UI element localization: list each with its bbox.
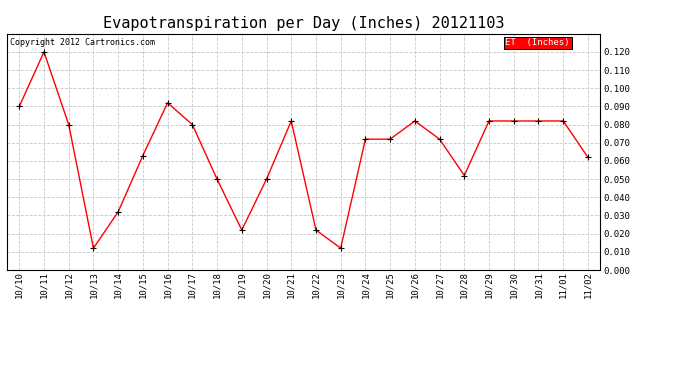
Text: ET  (Inches): ET (Inches) (505, 39, 570, 48)
Text: Copyright 2012 Cartronics.com: Copyright 2012 Cartronics.com (10, 39, 155, 48)
Title: Evapotranspiration per Day (Inches) 20121103: Evapotranspiration per Day (Inches) 2012… (103, 16, 504, 31)
